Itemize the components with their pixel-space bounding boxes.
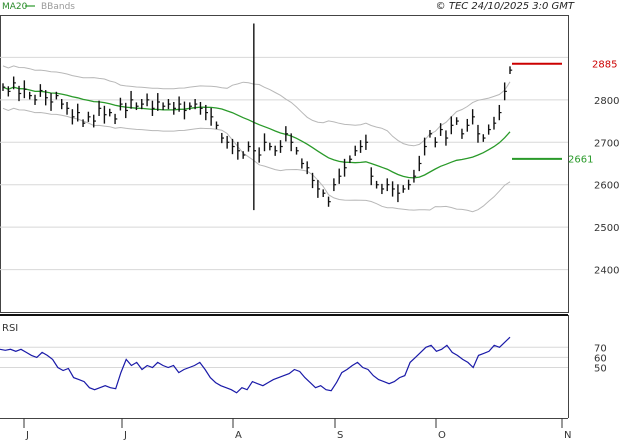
price-levels: 2885 2661 bbox=[512, 59, 617, 165]
ma20-line bbox=[2, 86, 511, 179]
legend-ma20: MA20 bbox=[2, 2, 28, 12]
price-panel-border bbox=[0, 15, 569, 313]
rsi-tick-label: 50 bbox=[594, 364, 607, 375]
time-tick-label: J bbox=[25, 430, 29, 440]
rsi-title: RSI bbox=[2, 323, 18, 334]
time-tick-label: J bbox=[123, 430, 127, 440]
rsi-line bbox=[0, 336, 511, 394]
time-tick-label: S bbox=[337, 430, 343, 440]
price-tick-label: 2800 bbox=[594, 96, 619, 107]
time-tick-label: O bbox=[438, 430, 446, 440]
grid-lines bbox=[0, 56, 568, 368]
price-tick-label: 2700 bbox=[594, 138, 619, 149]
price-axis-labels: 2400 2500 2600 2700 2800 bbox=[594, 96, 619, 277]
price-tick-label: 2600 bbox=[594, 181, 619, 192]
price-tick-label: 2400 bbox=[594, 266, 619, 277]
legend-bbands: BBands bbox=[41, 2, 75, 12]
rsi-tick-label: 60 bbox=[594, 353, 607, 364]
time-tick-label: N bbox=[564, 430, 571, 440]
timestamp: © TEC 24/10/2025 3:0 GMT bbox=[436, 1, 575, 12]
price-bars bbox=[2, 23, 513, 211]
level-label-2661: 2661 bbox=[568, 154, 593, 165]
time-tick-label: A bbox=[235, 430, 242, 440]
level-label-2885: 2885 bbox=[592, 59, 617, 70]
rsi-tick-label: 70 bbox=[594, 343, 607, 354]
bollinger-upper-band bbox=[2, 65, 511, 147]
price-tick-label: 2500 bbox=[594, 223, 619, 234]
chart-frame bbox=[0, 15, 569, 419]
bollinger-lower-band bbox=[2, 107, 511, 213]
